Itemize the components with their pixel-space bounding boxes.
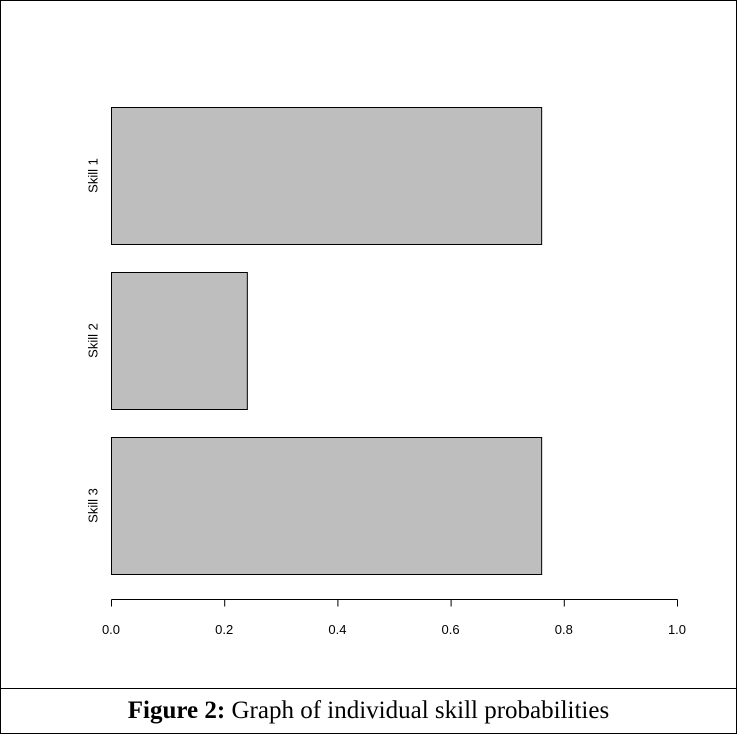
x-tick-label-1-0: 1.0: [668, 622, 686, 637]
category-label-skill-1: Skill 1: [86, 158, 101, 193]
bar-skill-2: [111, 272, 248, 410]
x-tick-label-0-4: 0.4: [328, 622, 346, 637]
x-tick-label-0-0: 0.0: [102, 622, 120, 637]
bars-group: [111, 107, 543, 575]
x-tick-label-0-8: 0.8: [555, 622, 573, 637]
x-tick-label-0-2: 0.2: [215, 622, 233, 637]
figure-caption-text: Graph of individual skill probabilities: [225, 697, 610, 724]
category-label-skill-2: Skill 2: [86, 323, 101, 358]
x-tick-label-0-6: 0.6: [442, 622, 460, 637]
skill-probability-chart: Skill 1 Skill 2 Skill 3 0.0 0.2 0.4 0.6 0.8 1.0: [86, 107, 686, 637]
figure-caption: Figure 2: Graph of individual skill prob…: [1, 689, 736, 733]
figure-caption-label: Figure 2:: [127, 697, 226, 724]
bar-skill-1: [111, 107, 543, 245]
x-axis: 0.0 0.2 0.4 0.6 0.8 1.0: [102, 599, 686, 637]
caption-divider: [1, 688, 736, 689]
bar-skill-3: [111, 437, 543, 575]
plot-area: Skill 1 Skill 2 Skill 3 0.0 0.2 0.4 0.6 0.8 1.0: [2, 2, 735, 687]
category-label-skill-3: Skill 3: [86, 488, 101, 523]
category-labels-group: Skill 1 Skill 2 Skill 3: [86, 158, 101, 523]
